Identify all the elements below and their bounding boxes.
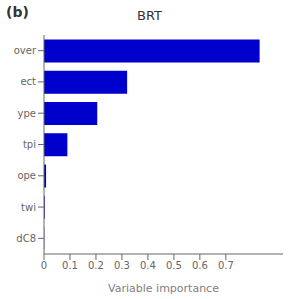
html-text:BRT: BRT [137, 8, 162, 23]
svg-text:tpi: tpi [23, 139, 36, 150]
svg-text:0.4: 0.4 [140, 260, 156, 271]
svg-text:over: over [14, 45, 37, 56]
svg-text:ect: ect [20, 76, 36, 87]
svg-text:0.7: 0.7 [218, 260, 234, 271]
html-text:(b): (b) [6, 4, 29, 20]
svg-text:ope: ope [17, 170, 36, 181]
svg-text:dC8: dC8 [16, 233, 36, 244]
svg-text:0.3: 0.3 [114, 260, 130, 271]
svg-text:0.2: 0.2 [88, 260, 104, 271]
svg-text:ype: ype [18, 108, 36, 119]
svg-text:Variable importance: Variable importance [108, 282, 219, 295]
svg-text:0.1: 0.1 [62, 260, 78, 271]
svg-text:0: 0 [41, 260, 47, 271]
svg-text:0.6: 0.6 [192, 260, 208, 271]
svg-text:0.5: 0.5 [166, 260, 182, 271]
svg-text:twi: twi [21, 202, 36, 213]
